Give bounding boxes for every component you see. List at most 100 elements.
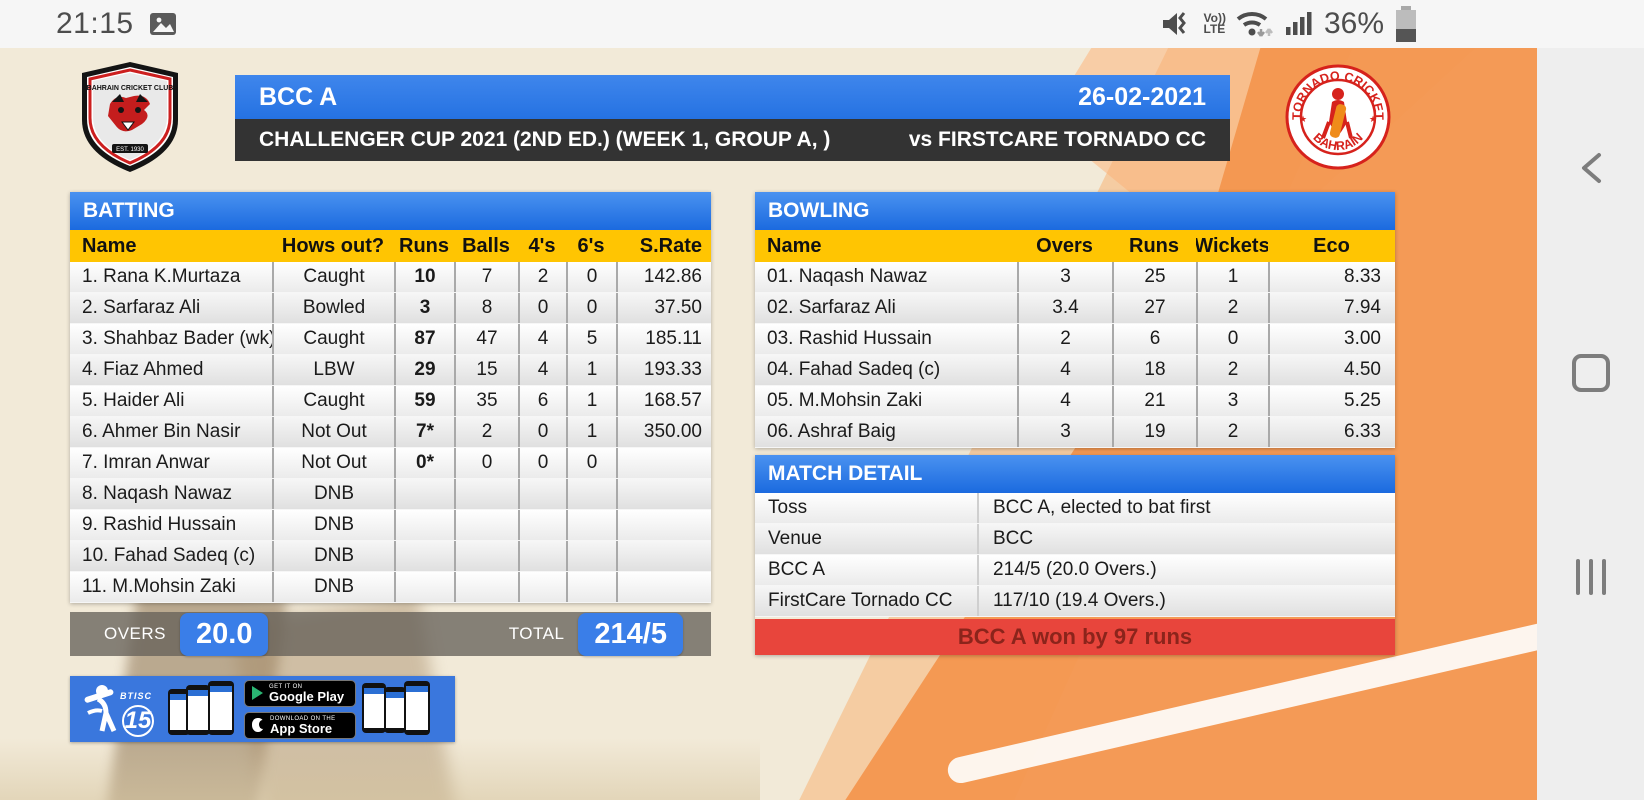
google-play-icon	[252, 686, 263, 700]
cell: 03. Rashid Hussain	[767, 328, 932, 349]
app-store-badge[interactable]: Download on the App Store	[244, 711, 356, 739]
cell	[566, 572, 616, 602]
cell	[616, 448, 711, 478]
batting-rows: 1. Rana K.Murtaza Caught 10 7 2 0 142.86 2. Sar…	[70, 262, 711, 603]
bowling-row: 04. Fahad Sadeq (c) 4 18 2 4.50	[755, 355, 1395, 386]
cell	[566, 479, 616, 509]
cell: 214/5 (20.0 Overs.)	[977, 555, 1395, 585]
cell: 2	[1196, 293, 1268, 323]
cell: 05. M.Mohsin Zaki	[767, 390, 923, 411]
batting-column: Name	[82, 234, 137, 257]
cell	[616, 510, 711, 540]
cell: 2. Sarfaraz Ali	[82, 297, 201, 318]
cell: Caught	[272, 386, 394, 416]
cell: 5. Haider Ali	[82, 390, 185, 411]
cell: BCC	[977, 524, 1395, 554]
cell: 5	[566, 324, 616, 354]
signal-strength-icon	[1285, 9, 1314, 39]
apple-icon	[252, 718, 266, 732]
cell: 01. Naqash Nawaz	[767, 266, 928, 287]
cell: 21	[1112, 386, 1196, 416]
batting-row: 1. Rana K.Murtaza Caught 10 7 2 0 142.86	[70, 262, 711, 293]
cell: 3.4	[1017, 293, 1112, 323]
batting-row: 11. M.Mohsin Zaki DNB	[70, 572, 711, 603]
cell: 6	[518, 386, 566, 416]
cell	[518, 510, 566, 540]
match-date: 26-02-2021	[1078, 82, 1206, 111]
cell: 7	[454, 262, 518, 292]
cell	[394, 479, 454, 509]
battery-percent: 36%	[1323, 7, 1384, 40]
cell: Caught	[272, 262, 394, 292]
back-button[interactable]	[1537, 136, 1644, 200]
overs-label: OVERS	[104, 624, 167, 643]
cell	[616, 572, 711, 602]
cell: 6. Ahmer Bin Nasir	[82, 421, 241, 442]
cell: DNB	[272, 541, 394, 571]
cell: 1	[1196, 262, 1268, 292]
cell: 3	[1196, 386, 1268, 416]
cell: 0	[566, 262, 616, 292]
cell: 168.57	[616, 386, 711, 416]
cell: 3	[1017, 262, 1112, 292]
cell: 37.50	[616, 293, 711, 323]
cell: FirstCare Tornado CC	[768, 590, 953, 611]
scorecard-screen: BAHRAIN CRICKET CLUB EST. 1930 TORNADO C…	[0, 48, 1537, 800]
cell: 3	[394, 293, 454, 323]
cell	[518, 572, 566, 602]
banner-logo: BTISC 15	[76, 679, 168, 739]
banner-phone-screens	[362, 679, 432, 739]
cell: BCC A, elected to bat first	[977, 493, 1395, 523]
cell: 59	[394, 386, 454, 416]
svg-text:★: ★	[1299, 114, 1307, 124]
cell: 0	[518, 417, 566, 447]
cell: 19	[1112, 417, 1196, 447]
cell: 15	[454, 355, 518, 385]
match-detail-row: BCC A 214/5 (20.0 Overs.)	[755, 555, 1395, 586]
overs-value-badge: 20.0	[180, 612, 269, 656]
match-detail-title: MATCH DETAIL	[755, 455, 1395, 493]
cell	[394, 541, 454, 571]
cell: 7.94	[1268, 293, 1395, 323]
cell: 11. M.Mohsin Zaki	[82, 576, 236, 597]
banner-logo-word: BTISC	[120, 691, 152, 701]
cell: 35	[454, 386, 518, 416]
cell	[518, 541, 566, 571]
tornado-cricket-club-logo: TORNADO CRICKET BAHRAIN ★ ★	[1285, 64, 1391, 170]
banner-logo-number: 15	[122, 705, 154, 737]
match-detail-panel: MATCH DETAIL Toss BCC A, elected to bat f…	[755, 455, 1395, 655]
cell: 7*	[394, 417, 454, 447]
svg-text:★: ★	[1369, 114, 1377, 124]
cell: 4. Fiaz Ahmed	[82, 359, 204, 380]
background-shape	[0, 738, 760, 800]
cell: 350.00	[616, 417, 711, 447]
cell: Toss	[768, 497, 808, 518]
match-detail-row: Toss BCC A, elected to bat first	[755, 493, 1395, 524]
cell: Bowled	[272, 293, 394, 323]
cell: 3. Shahbaz Bader (wk)	[82, 328, 272, 349]
cell: 29	[394, 355, 454, 385]
batting-row: 8. Naqash Nawaz DNB	[70, 479, 711, 510]
home-button[interactable]	[1537, 341, 1644, 405]
cell: BCC A	[768, 559, 826, 580]
status-bar: 21:15 Vo)) LTE	[0, 0, 1644, 48]
cell	[566, 510, 616, 540]
google-play-badge[interactable]: GET IT ON Google Play	[244, 679, 356, 707]
recents-button[interactable]	[1537, 545, 1644, 609]
bowling-row: 06. Ashraf Baig 3 19 2 6.33	[755, 417, 1395, 448]
cell: 193.33	[616, 355, 711, 385]
cell: 1	[566, 417, 616, 447]
android-navigation-bar	[1537, 48, 1644, 800]
cell: 185.11	[616, 324, 711, 354]
cell: DNB	[272, 510, 394, 540]
batting-row: 2. Sarfaraz Ali Bowled 3 8 0 0 37.50	[70, 293, 711, 324]
match-header: BCC A 26-02-2021 CHALLENGER CUP 2021 (2N…	[235, 75, 1230, 161]
cell: 2	[1196, 417, 1268, 447]
batting-row: 4. Fiaz Ahmed LBW 29 15 4 1 193.33	[70, 355, 711, 386]
cell: LBW	[272, 355, 394, 385]
app-promo-banner[interactable]: BTISC 15 GET IT ON Google Play Download …	[70, 676, 455, 742]
match-detail-row: Venue BCC	[755, 524, 1395, 555]
cell: 0	[566, 293, 616, 323]
cell: 0	[566, 448, 616, 478]
cell: Not Out	[272, 417, 394, 447]
